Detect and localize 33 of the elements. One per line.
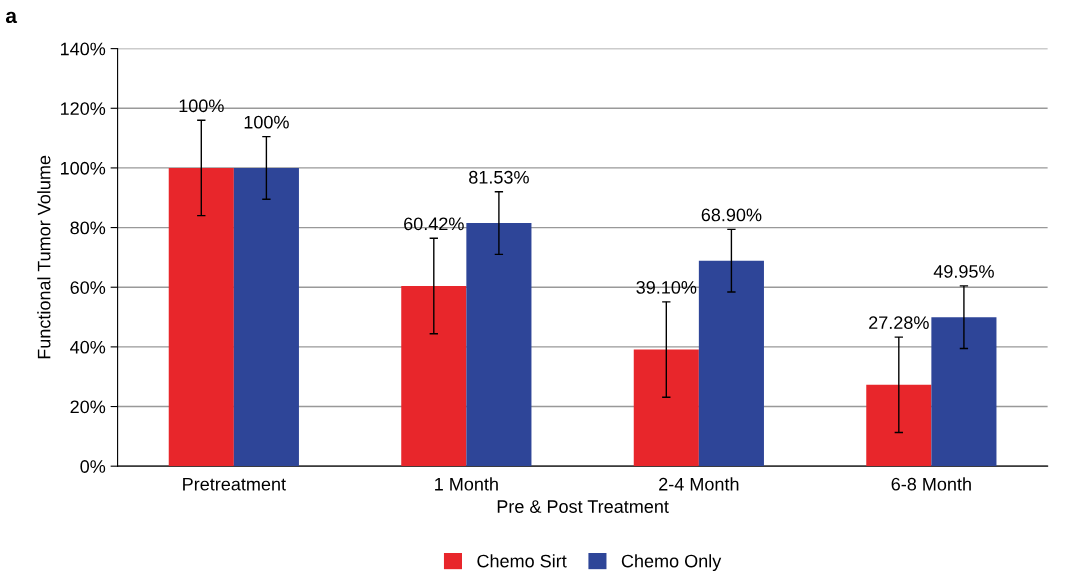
y-tick-label: 40% <box>70 340 106 354</box>
x-tick-label: Pretreatment <box>183 477 286 491</box>
data-label: 100% <box>244 115 289 129</box>
bar <box>866 384 932 467</box>
y-tick-label: 0% <box>80 460 106 473</box>
bar <box>633 349 699 467</box>
bar <box>698 260 764 467</box>
bar <box>168 167 234 467</box>
data-label: 81.53% <box>469 170 529 184</box>
data-label: 39.10% <box>636 281 697 294</box>
y-tick-label: 20% <box>70 400 106 414</box>
bar <box>931 317 997 467</box>
x-axis-title: Pre & Post Treatment <box>497 500 669 513</box>
y-axis-title: Functional Tumor Volume <box>37 155 51 359</box>
legend-label: Chemo Only <box>621 554 722 572</box>
data-label: 100% <box>179 99 224 113</box>
y-tick-label: 80% <box>70 221 106 235</box>
x-tick-label: 1 Month <box>435 477 498 491</box>
data-label: 49.95% <box>933 265 994 278</box>
bar <box>401 285 467 467</box>
data-label: 60.42% <box>404 217 464 231</box>
bar <box>233 167 299 467</box>
y-tick-label: 60% <box>70 281 106 294</box>
bar <box>466 223 532 467</box>
legend-label: Chemo Sirt <box>477 554 567 568</box>
x-tick-label: 6-8 Month <box>891 477 971 491</box>
x-tick-label: 2-4 Month <box>659 477 739 491</box>
chart-title: a <box>5 11 18 24</box>
data-label: 68.90% <box>701 208 762 222</box>
data-label: 27.28% <box>869 316 929 330</box>
y-tick-label: 100% <box>60 161 106 175</box>
y-tick-label: 120% <box>60 102 106 115</box>
y-tick-label: 140% <box>60 42 106 56</box>
